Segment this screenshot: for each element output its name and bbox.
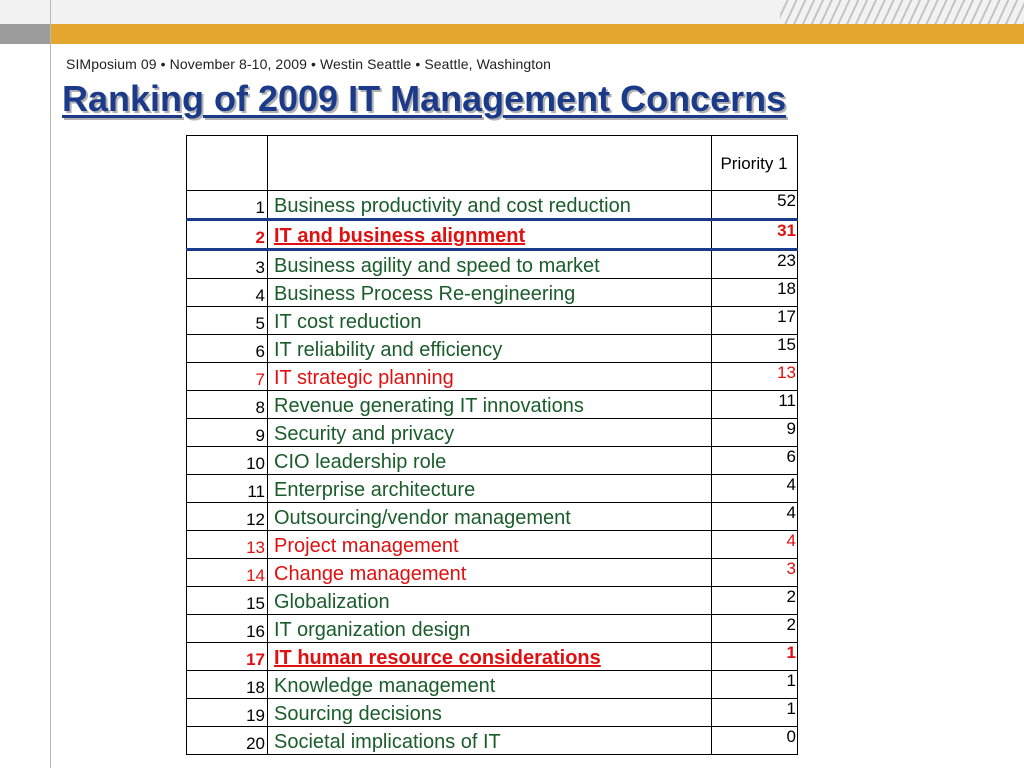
priority-cell: 4	[711, 502, 798, 531]
priority-cell: 11	[711, 390, 798, 419]
rank-cell: 16	[186, 614, 268, 643]
rank-cell: 12	[186, 502, 268, 531]
concern-cell: Business productivity and cost reduction	[267, 190, 712, 220]
table-row-highlighted: 13 Project management 4	[186, 530, 798, 559]
priority-cell: 52	[711, 190, 798, 220]
priority-cell: 13	[711, 362, 798, 391]
accent-tab	[0, 24, 50, 44]
priority-cell: 2	[711, 586, 798, 615]
table-header-row: Priority 1	[186, 135, 798, 191]
priority-cell: 15	[711, 334, 798, 363]
concern-cell: Outsourcing/vendor management	[267, 502, 712, 531]
rank-cell: 10	[186, 446, 268, 475]
concern-cell: IT and business alignment	[267, 218, 712, 251]
header-concern-cell	[267, 135, 712, 191]
table-row-highlighted: 7 IT strategic planning 13	[186, 362, 798, 391]
concern-cell: Knowledge management	[267, 670, 712, 699]
concern-cell: Business agility and speed to market	[267, 249, 712, 279]
priority-cell: 17	[711, 306, 798, 335]
table-row: 3 Business agility and speed to market 2…	[186, 249, 798, 279]
table-row: 15 Globalization 2	[186, 586, 798, 615]
rank-cell: 9	[186, 418, 268, 447]
table-row: 10 CIO leadership role 6	[186, 446, 798, 475]
accent-bar	[0, 24, 1024, 44]
table-row: 11 Enterprise architecture 4	[186, 474, 798, 503]
concern-cell: IT strategic planning	[267, 362, 712, 391]
concern-cell: Revenue generating IT innovations	[267, 390, 712, 419]
rank-cell: 5	[186, 306, 268, 335]
rank-cell: 14	[186, 558, 268, 587]
priority-cell: 31	[711, 218, 798, 251]
rank-cell: 8	[186, 390, 268, 419]
rank-cell: 11	[186, 474, 268, 503]
priority-cell: 3	[711, 558, 798, 587]
rank-cell: 2	[186, 218, 268, 251]
conference-line: SIMposium 09 • November 8-10, 2009 • Wes…	[66, 56, 552, 72]
concern-cell: IT organization design	[267, 614, 712, 643]
priority-cell: 23	[711, 249, 798, 279]
priority-cell: 1	[711, 642, 798, 671]
priority-cell: 18	[711, 278, 798, 307]
concern-cell: Project management	[267, 530, 712, 559]
concern-cell: Globalization	[267, 586, 712, 615]
rank-cell: 20	[186, 726, 268, 755]
slide-title: Ranking of 2009 IT Management Concerns	[62, 78, 787, 119]
priority-cell: 4	[711, 474, 798, 503]
table-row-highlighted: 17 IT human resource considerations 1	[186, 642, 798, 671]
ranking-table: Priority 1 1 Business productivity and c…	[186, 135, 798, 755]
table-row: 19 Sourcing decisions 1	[186, 698, 798, 727]
rank-cell: 19	[186, 698, 268, 727]
table-row: 4 Business Process Re-engineering 18	[186, 278, 798, 307]
rank-cell: 15	[186, 586, 268, 615]
concern-cell: IT cost reduction	[267, 306, 712, 335]
table-row: 12 Outsourcing/vendor management 4	[186, 502, 798, 531]
priority-cell: 0	[711, 726, 798, 755]
table-row: 16 IT organization design 2	[186, 614, 798, 643]
header-rank-cell	[186, 135, 268, 191]
rank-cell: 1	[186, 190, 268, 220]
table-row: 18 Knowledge management 1	[186, 670, 798, 699]
table-row: 1 Business productivity and cost reducti…	[186, 190, 798, 220]
rank-cell: 3	[186, 249, 268, 279]
priority-cell: 1	[711, 698, 798, 727]
rank-cell: 17	[186, 642, 268, 671]
priority-cell: 9	[711, 418, 798, 447]
table-row: 8 Revenue generating IT innovations 11	[186, 390, 798, 419]
decorative-stripes	[780, 0, 1024, 24]
concern-cell: IT reliability and efficiency	[267, 334, 712, 363]
table-row-highlighted: 14 Change management 3	[186, 558, 798, 587]
concern-cell: Change management	[267, 558, 712, 587]
table-row: 20 Societal implications of IT 0	[186, 726, 798, 755]
priority-cell: 4	[711, 530, 798, 559]
priority-cell: 1	[711, 670, 798, 699]
rank-cell: 7	[186, 362, 268, 391]
rank-cell: 13	[186, 530, 268, 559]
table-row: 5 IT cost reduction 17	[186, 306, 798, 335]
concern-cell: IT human resource considerations	[267, 642, 712, 671]
concern-cell: Security and privacy	[267, 418, 712, 447]
concern-cell: Business Process Re-engineering	[267, 278, 712, 307]
header-priority-cell: Priority 1	[711, 135, 798, 191]
concern-cell: Sourcing decisions	[267, 698, 712, 727]
priority-cell: 6	[711, 446, 798, 475]
margin-line	[50, 0, 51, 768]
rank-cell: 18	[186, 670, 268, 699]
rank-cell: 4	[186, 278, 268, 307]
concern-cell: Enterprise architecture	[267, 474, 712, 503]
table-row-highlighted: 2 IT and business alignment 31	[186, 218, 798, 251]
rank-cell: 6	[186, 334, 268, 363]
priority-cell: 2	[711, 614, 798, 643]
concern-cell: CIO leadership role	[267, 446, 712, 475]
table-row: 9 Security and privacy 9	[186, 418, 798, 447]
concern-cell: Societal implications of IT	[267, 726, 712, 755]
table-row: 6 IT reliability and efficiency 15	[186, 334, 798, 363]
